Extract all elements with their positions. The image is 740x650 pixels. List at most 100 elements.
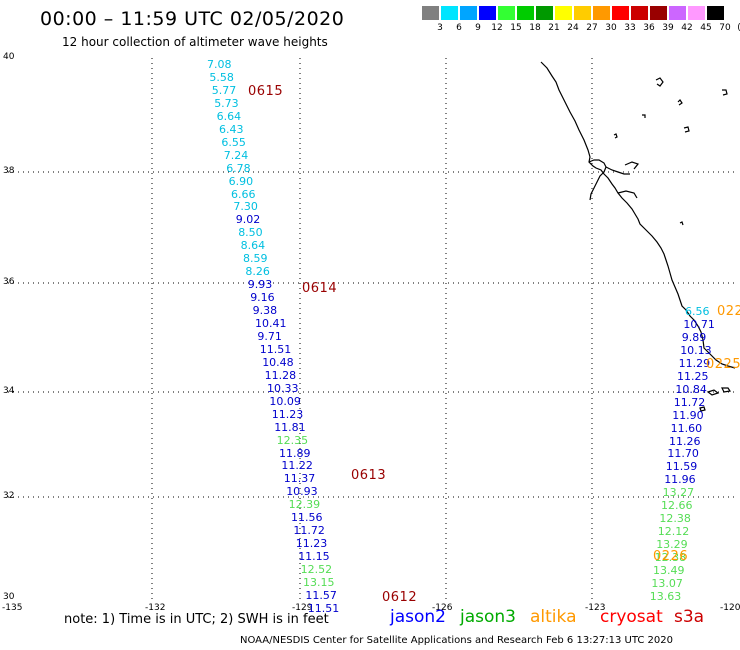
wave-height-value: 11.72 [293,524,325,538]
wave-height-value: 11.89 [279,446,311,460]
wave-height-value: 11.37 [283,472,316,486]
inland-water [624,161,640,170]
legend-swatch [479,6,496,20]
wave-height-value: 8.59 [243,252,268,266]
wave-height-value: 11.60 [670,421,703,435]
legend-label: 21 [548,23,560,33]
legend-label: 45 [700,23,712,33]
wave-height-value: 12.38 [654,551,687,565]
wave-height-value: 10.41 [255,317,287,330]
satellite-s3a: s3a [674,607,705,627]
credit-line: NOAA/NESDIS Center for Satellite Applica… [240,635,673,646]
legend-label: 42 [681,23,693,33]
wave-height-value: 6.66 [231,187,256,201]
wave-height-value: 7.08 [207,58,232,71]
lat-label-38: 38 [3,166,15,176]
wave-height-value: 10.33 [267,381,299,395]
wave-height-value: 6.78 [226,161,251,175]
legend-swatch [707,6,724,20]
legend-label: 30 [605,23,617,33]
wave-height-value: 6.56 [685,305,710,318]
channel-island-9 [721,387,732,393]
legend-swatch [555,6,572,20]
lat-label-30: 30 [3,592,15,602]
sf-bay-inner [605,166,630,175]
wave-height-value: 11.51 [259,342,292,356]
pass-time-label: 0225 [706,357,740,372]
lat-label-34: 34 [3,386,15,396]
wave-height-value: 12.38 [659,512,691,526]
lat-label-36: 36 [3,277,15,287]
wave-height-value: 12.52 [300,563,333,577]
legend-label: 3 [437,23,443,33]
legend-swatch [631,6,648,20]
legend-label: 39 [662,23,674,33]
wave-height-value: 5.77 [211,83,237,97]
lon-label-123: -123 [585,603,606,613]
legend-swatch [460,6,477,20]
wave-height-value: 11.23 [271,407,304,421]
legend-label: 15 [510,23,522,33]
lon-label-120: -120 [720,603,740,613]
lat-label-32: 32 [3,491,15,501]
wave-height-value: 11.15 [298,550,330,564]
channel-island-2 [677,99,683,106]
wave-height-value: 13.49 [653,564,685,577]
coastline [540,61,736,369]
wave-height-value: 9.93 [247,278,273,292]
islands [613,77,732,412]
wave-height-value: 5.73 [214,96,239,110]
legend-label: 9 [475,23,481,33]
wave-height-value: 11.23 [295,537,328,551]
sf-bay [588,159,607,201]
channel-island-1 [655,77,664,87]
satellite-jason3: jason3 [460,607,516,627]
wave-height-value: 13.15 [303,576,335,589]
pass-time-label: 0615 [248,84,284,99]
satellite-altika: altika [530,607,577,627]
legend-label: 24 [567,23,579,33]
wave-height-value: 13.29 [656,538,688,552]
legend-swatch [441,6,458,20]
wave-height-value: 10.13 [680,343,712,357]
lon-label-129: -129 [292,603,313,613]
legend-label: 27 [586,23,598,33]
pass-time-label: 0613 [351,468,387,483]
pass-time-label: 0226 [653,549,689,564]
california-coast [540,61,736,369]
legend-label: (ft) [734,23,740,33]
legend-swatch [650,6,667,20]
satellite-jason2: jason2 [390,607,446,627]
monterey-bay [617,190,638,199]
wave-height-value: 10.84 [675,382,707,396]
wave-height-value: 8.26 [245,265,270,279]
satellite-cryosat: cryosat [600,607,663,627]
wave-height-value: 11.72 [673,395,706,409]
legend-swatch [574,6,591,20]
wave-height-value: 6.90 [228,174,254,188]
legend-label: 36 [643,23,655,33]
legend-swatch [498,6,515,20]
wave-height-value: 11.70 [667,447,699,461]
wave-height-value: 10.71 [683,317,715,331]
wave-height-value: 6.64 [216,109,242,123]
channel-island-7 [679,221,684,226]
wave-height-value: 5.58 [209,70,234,84]
legend-label: 6 [456,23,462,33]
lat-label-40: 40 [3,52,15,62]
wave-height-value: 11.29 [678,356,711,370]
channel-island-5 [613,133,618,139]
legend-label: 70 [719,23,731,33]
wave-height-value: 11.26 [669,434,701,448]
wave-height-value: 10.48 [262,355,294,369]
wave-height-value: 9.71 [257,329,282,343]
pass-time-label: 0614 [302,281,338,296]
lon-label-132: -132 [145,603,166,613]
wave-height-value: 11.90 [672,408,704,422]
legend-swatch [593,6,610,20]
wave-height-value: 8.64 [240,239,266,253]
wave-height-value: 11.96 [664,473,696,487]
wave-height-value: 13.27 [662,486,695,500]
lon-label-126: -126 [432,603,453,613]
